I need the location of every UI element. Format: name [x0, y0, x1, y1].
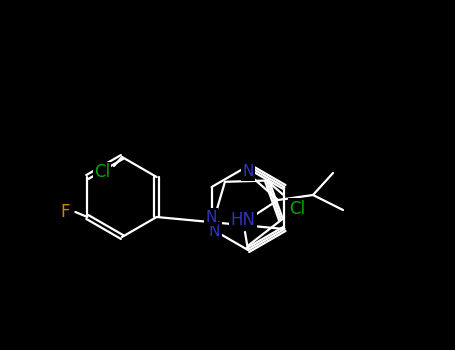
Text: HN: HN — [231, 211, 256, 229]
Text: N: N — [243, 164, 254, 180]
Text: Cl: Cl — [94, 163, 110, 181]
Text: F: F — [61, 203, 70, 221]
Text: N: N — [206, 210, 217, 225]
Text: Cl: Cl — [289, 199, 305, 218]
Text: N: N — [209, 224, 220, 238]
